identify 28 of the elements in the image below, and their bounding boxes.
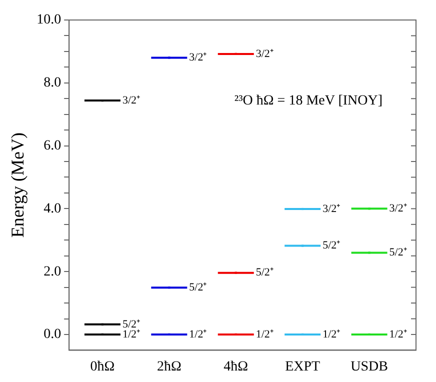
x-tick-label: 2ħΩ [156, 359, 182, 374]
y-axis-title: Energy (MeV) [8, 132, 28, 238]
data-label: 3/2⁺ [322, 202, 341, 215]
y-tick-label: 6.0 [44, 138, 62, 154]
data-label: 5/2⁺ [122, 318, 141, 330]
data-label: 3/2⁺ [389, 202, 408, 215]
data-label: 1/2⁺ [256, 328, 274, 340]
y-tick-label: 10.0 [36, 12, 62, 28]
y-tick-label: 4.0 [44, 201, 62, 216]
data-label: 3/2⁺ [122, 94, 141, 106]
data-label: 1/2⁺ [322, 328, 341, 340]
y-tick-label: 8.0 [44, 76, 62, 91]
x-tick-label: EXPT [285, 359, 321, 374]
data-label: 1/2⁺ [122, 328, 141, 340]
data-label: 5/2⁺ [322, 240, 341, 252]
data-label: 5/2⁺ [189, 282, 208, 294]
x-tick-label: 4ħΩ [224, 359, 248, 374]
data-label: 1/2⁺ [389, 328, 408, 340]
data-label: 5/2⁺ [256, 266, 274, 279]
data-label: 1/2⁺ [189, 328, 208, 340]
x-tick-label: 0ħΩ [90, 359, 115, 374]
y-tick-label: 2.0 [44, 264, 62, 280]
annotation: ²³O ħΩ = 18 MeV [INOY] [234, 94, 383, 109]
data-label: 5/2⁺ [389, 246, 408, 259]
data-label: 3/2⁺ [189, 52, 208, 64]
x-tick-label: USDB [350, 359, 388, 374]
data-label: 3/2⁺ [256, 48, 274, 60]
y-tick-label: 0.0 [44, 327, 62, 342]
